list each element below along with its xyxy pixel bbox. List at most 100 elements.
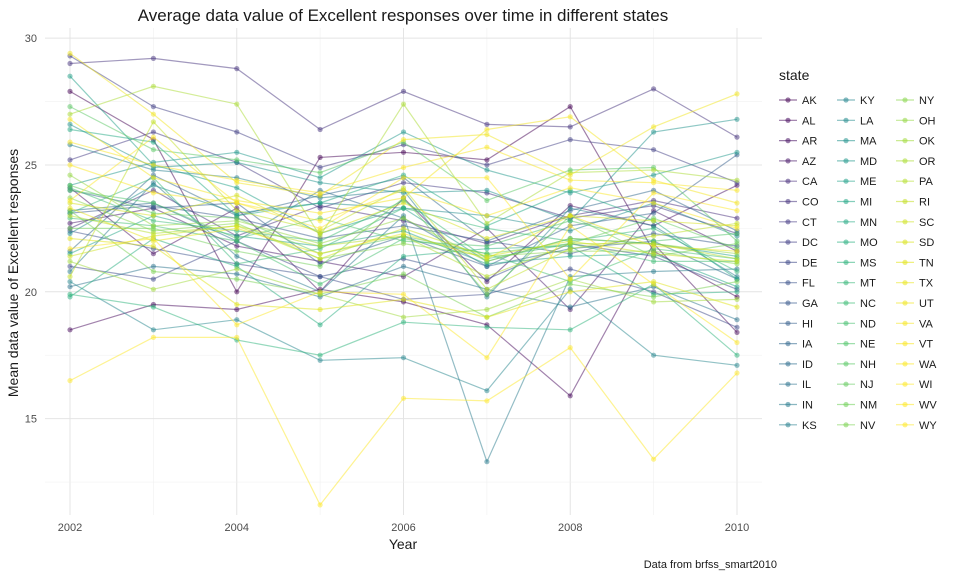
y-tick-label: 25: [25, 160, 37, 172]
data-point: [484, 355, 490, 361]
legend-key-point: [902, 178, 908, 184]
legend-item: OR: [896, 156, 936, 168]
legend-label: ID: [802, 359, 813, 371]
legend-label: MT: [860, 278, 876, 290]
data-point: [67, 225, 73, 231]
data-point: [484, 306, 490, 313]
legend-label: DE: [802, 257, 817, 269]
x-axis-title: Year: [389, 536, 418, 552]
data-point: [651, 147, 657, 153]
data-point: [67, 197, 73, 204]
data-point: [67, 182, 73, 188]
legend-item: DE: [779, 257, 817, 269]
data-point: [317, 263, 323, 269]
legend-item: AK: [779, 95, 817, 107]
data-point: [400, 215, 407, 221]
data-point: [400, 225, 407, 231]
legend-item: ME: [837, 176, 877, 188]
legend-item: HI: [779, 318, 813, 330]
data-point: [734, 230, 740, 237]
legend-label: WY: [919, 420, 937, 432]
x-tick-label: 2002: [58, 522, 82, 534]
legend-label: IN: [802, 400, 813, 412]
legend-key-point: [902, 320, 908, 326]
legend-item: UT: [896, 298, 934, 310]
data-point: [234, 266, 240, 272]
data-point: [400, 129, 407, 135]
data-point: [400, 253, 407, 259]
legend-item: MT: [837, 278, 876, 290]
legend-key-point: [843, 300, 849, 306]
legend-label: TX: [919, 278, 934, 290]
legend-label: KS: [802, 420, 817, 432]
data-point: [234, 66, 240, 72]
legend-item: MA: [837, 136, 877, 148]
data-point: [734, 370, 740, 376]
data-point: [567, 172, 573, 178]
data-point: [400, 205, 407, 211]
series-layer: [67, 50, 740, 508]
data-point: [150, 200, 156, 206]
data-point: [317, 225, 323, 231]
legend-label: ME: [860, 176, 877, 188]
data-point: [67, 279, 73, 285]
legend-item: NH: [837, 359, 876, 371]
data-point: [400, 200, 407, 206]
data-point: [651, 233, 657, 239]
data-point: [234, 317, 240, 323]
data-point: [67, 88, 73, 94]
data-point: [567, 289, 573, 295]
data-point: [484, 197, 490, 204]
legend-label: OR: [919, 156, 936, 168]
data-point: [150, 243, 156, 249]
legend-label: FL: [802, 278, 815, 290]
data-point: [400, 271, 407, 277]
data-point: [234, 271, 240, 277]
data-point: [567, 327, 573, 333]
legend-key-point: [785, 198, 791, 205]
legend-item: KY: [837, 95, 875, 107]
data-point: [234, 261, 240, 267]
data-point: [734, 258, 740, 264]
data-point: [317, 210, 323, 216]
legend-key-point: [843, 361, 849, 367]
legend-label: MS: [860, 257, 877, 269]
data-point: [651, 281, 657, 287]
data-point: [567, 223, 573, 229]
legend-key-point: [785, 239, 791, 245]
data-point: [67, 230, 73, 237]
legend-key-point: [785, 401, 791, 408]
data-point: [150, 104, 156, 110]
data-point: [150, 268, 156, 275]
legend-key-point: [785, 381, 791, 387]
legend-label: CA: [802, 176, 818, 188]
legend-key-point: [902, 198, 908, 205]
legend-label: MN: [860, 217, 877, 229]
legend-item: LA: [837, 115, 874, 127]
data-point: [150, 286, 156, 292]
data-point: [150, 139, 156, 145]
legend-label: TN: [919, 257, 934, 269]
data-point: [484, 286, 490, 292]
legend-label: NC: [860, 298, 876, 310]
legend-item: NM: [837, 400, 877, 412]
data-point: [67, 253, 73, 259]
data-point: [400, 175, 407, 181]
data-point: [317, 230, 323, 237]
data-point: [67, 116, 73, 122]
data-point: [484, 187, 490, 193]
data-point: [150, 147, 156, 153]
legend-label: SD: [919, 237, 934, 249]
y-tick-label: 20: [25, 287, 37, 299]
data-point: [400, 187, 407, 193]
data-point: [234, 253, 240, 259]
legend-item: DC: [779, 237, 818, 249]
legend-label: NM: [860, 400, 877, 412]
data-point: [234, 276, 240, 282]
data-point: [734, 225, 740, 231]
data-point: [734, 208, 740, 214]
data-point: [734, 352, 740, 358]
data-point: [567, 253, 573, 259]
data-point: [234, 149, 240, 155]
